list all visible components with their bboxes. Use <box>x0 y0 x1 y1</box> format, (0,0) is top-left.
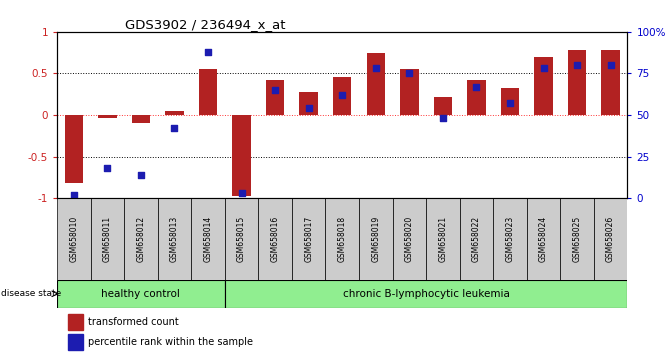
Bar <box>124 198 158 280</box>
Bar <box>501 87 519 115</box>
Bar <box>325 198 359 280</box>
Text: transformed count: transformed count <box>89 317 179 327</box>
Point <box>437 115 448 121</box>
Point <box>505 101 515 106</box>
Text: GSM658025: GSM658025 <box>572 216 582 262</box>
Bar <box>158 198 191 280</box>
Bar <box>601 50 620 115</box>
Bar <box>225 280 627 308</box>
Bar <box>225 198 258 280</box>
Point <box>203 49 213 55</box>
Bar <box>534 57 553 115</box>
Point <box>471 84 482 90</box>
Bar <box>527 198 560 280</box>
Text: GSM658010: GSM658010 <box>69 216 79 262</box>
Text: GSM658011: GSM658011 <box>103 216 112 262</box>
Text: GSM658019: GSM658019 <box>371 216 380 262</box>
Bar <box>98 115 117 118</box>
Point <box>538 65 549 71</box>
Text: GSM658020: GSM658020 <box>405 216 414 262</box>
Text: chronic B-lymphocytic leukemia: chronic B-lymphocytic leukemia <box>343 289 509 299</box>
Bar <box>191 198 225 280</box>
Point <box>605 62 616 68</box>
Bar <box>91 198 124 280</box>
Bar <box>232 115 251 196</box>
Point <box>270 87 280 93</box>
Bar <box>393 198 426 280</box>
Text: GSM658015: GSM658015 <box>237 216 246 262</box>
Bar <box>493 198 527 280</box>
Bar <box>299 92 318 115</box>
Bar <box>258 198 292 280</box>
Bar <box>359 198 393 280</box>
Point <box>169 126 180 131</box>
Bar <box>560 198 594 280</box>
Text: GSM658023: GSM658023 <box>505 216 515 262</box>
Bar <box>68 314 83 330</box>
Bar <box>426 198 460 280</box>
Text: GSM658012: GSM658012 <box>136 216 146 262</box>
Bar <box>266 80 285 115</box>
Point <box>102 165 113 171</box>
Point <box>68 192 79 198</box>
Text: GSM658018: GSM658018 <box>338 216 347 262</box>
Bar <box>64 115 83 183</box>
Point <box>303 105 314 111</box>
Point <box>404 70 415 76</box>
Text: healthy control: healthy control <box>101 289 180 299</box>
Point <box>136 172 146 178</box>
Point <box>572 62 582 68</box>
Point <box>236 190 247 196</box>
Text: GSM658017: GSM658017 <box>304 216 313 262</box>
Text: disease state: disease state <box>1 289 62 298</box>
Bar <box>68 334 83 350</box>
Text: GSM658022: GSM658022 <box>472 216 481 262</box>
Point <box>370 65 381 71</box>
Text: GSM658014: GSM658014 <box>203 216 213 262</box>
Bar <box>199 69 217 115</box>
Text: GSM658026: GSM658026 <box>606 216 615 262</box>
Bar <box>568 50 586 115</box>
Bar <box>460 198 493 280</box>
Bar <box>366 53 385 115</box>
Bar <box>400 69 419 115</box>
Text: percentile rank within the sample: percentile rank within the sample <box>89 337 254 348</box>
Bar <box>333 77 352 115</box>
Bar <box>292 198 325 280</box>
Text: GSM658016: GSM658016 <box>270 216 280 262</box>
Text: GSM658013: GSM658013 <box>170 216 179 262</box>
Text: GSM658024: GSM658024 <box>539 216 548 262</box>
Bar <box>57 280 225 308</box>
Bar <box>132 115 150 123</box>
Text: GSM658021: GSM658021 <box>438 216 448 262</box>
Bar <box>57 198 91 280</box>
Bar <box>433 97 452 115</box>
Bar <box>467 80 486 115</box>
Bar <box>165 111 184 115</box>
Bar <box>594 198 627 280</box>
Point <box>337 92 348 98</box>
Text: GDS3902 / 236494_x_at: GDS3902 / 236494_x_at <box>125 18 286 31</box>
